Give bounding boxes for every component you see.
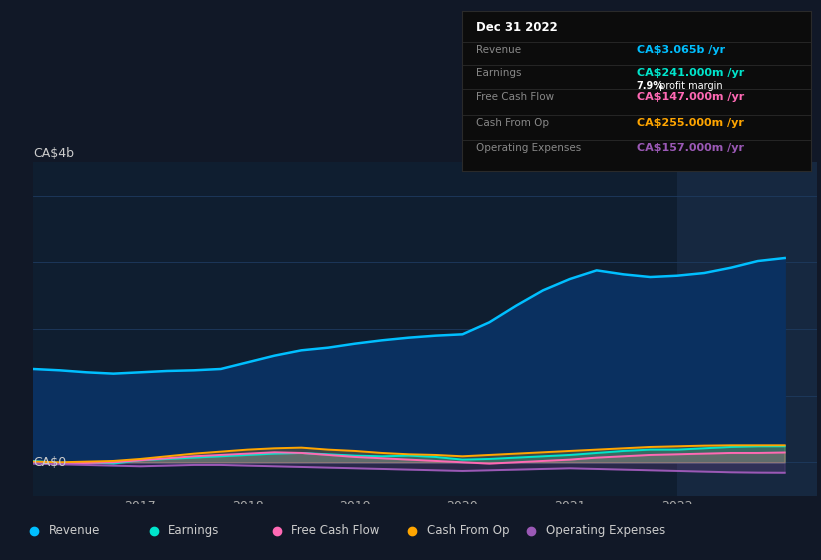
- Text: Earnings: Earnings: [168, 524, 220, 538]
- Text: CA$255.000m /yr: CA$255.000m /yr: [637, 118, 744, 128]
- Text: Free Cash Flow: Free Cash Flow: [476, 92, 554, 102]
- Text: Cash From Op: Cash From Op: [476, 118, 549, 128]
- Text: Earnings: Earnings: [476, 68, 521, 78]
- Text: Free Cash Flow: Free Cash Flow: [291, 524, 380, 538]
- Text: Cash From Op: Cash From Op: [427, 524, 509, 538]
- Text: Operating Expenses: Operating Expenses: [476, 143, 581, 153]
- Text: CA$0: CA$0: [33, 456, 66, 469]
- Bar: [677, 162, 817, 496]
- Text: Operating Expenses: Operating Expenses: [546, 524, 665, 538]
- Text: CA$157.000m /yr: CA$157.000m /yr: [637, 143, 744, 153]
- Text: CA$4b: CA$4b: [33, 147, 74, 160]
- Text: Revenue: Revenue: [476, 44, 521, 54]
- Text: Dec 31 2022: Dec 31 2022: [476, 21, 558, 34]
- Text: CA$241.000m /yr: CA$241.000m /yr: [637, 68, 744, 78]
- Text: 7.9%: 7.9%: [637, 81, 663, 91]
- Text: Revenue: Revenue: [49, 524, 101, 538]
- Text: CA$147.000m /yr: CA$147.000m /yr: [637, 92, 744, 102]
- Text: profit margin: profit margin: [656, 81, 722, 91]
- Text: CA$3.065b /yr: CA$3.065b /yr: [637, 44, 725, 54]
